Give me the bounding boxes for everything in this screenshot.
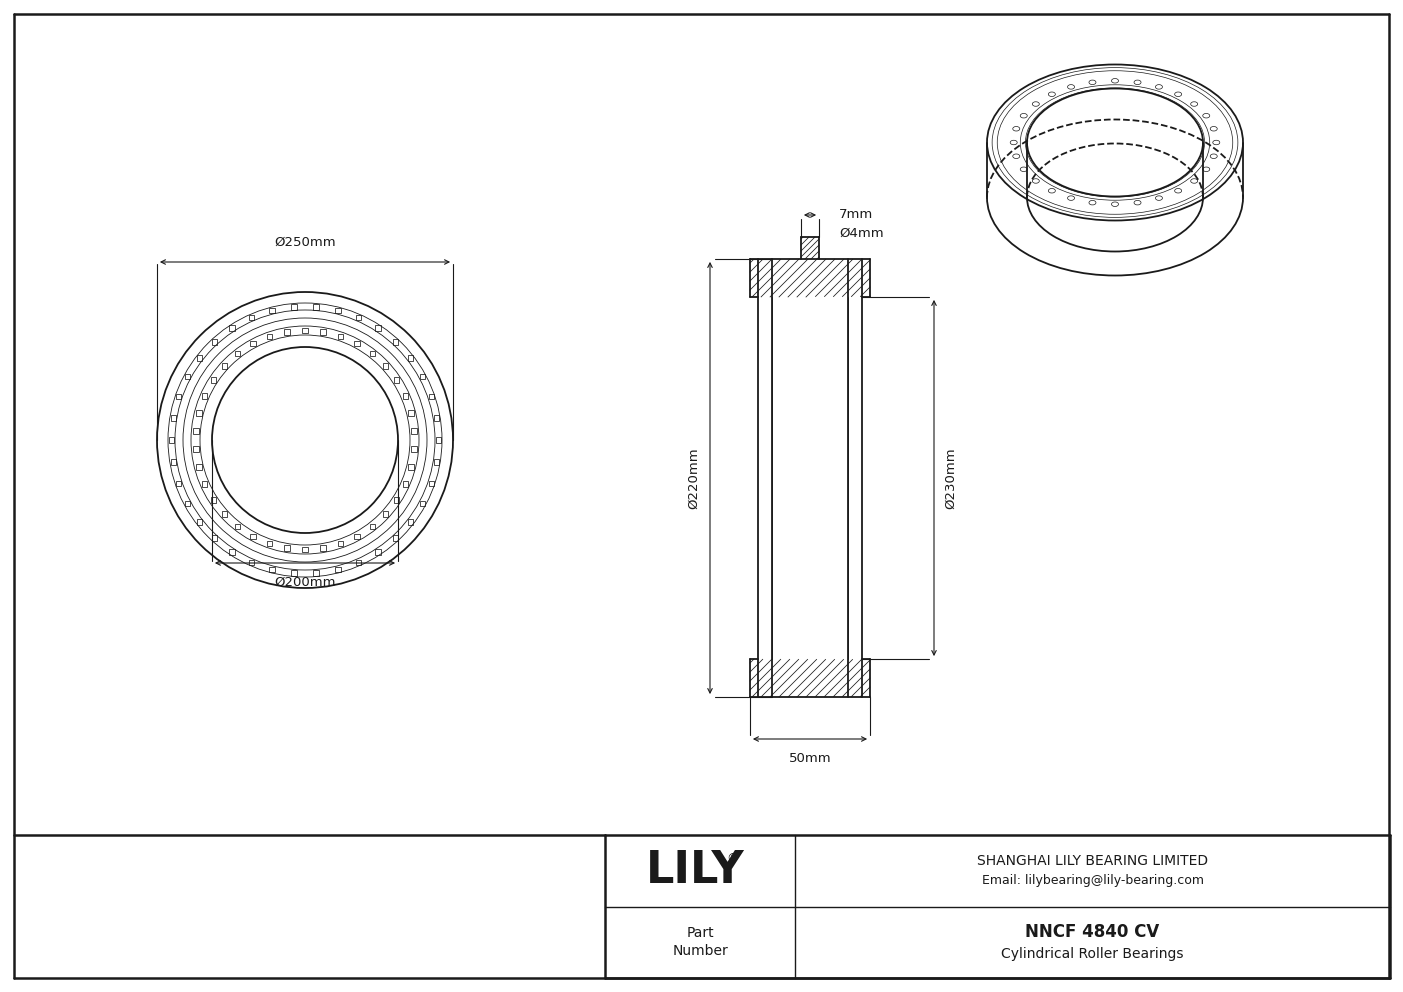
Bar (171, 416, 175, 421)
Bar (320, 546, 325, 551)
Bar (212, 536, 217, 541)
Bar (285, 546, 290, 551)
Bar (383, 512, 389, 517)
Bar (234, 524, 240, 529)
Text: Ø200mm: Ø200mm (274, 576, 335, 589)
Bar (269, 308, 275, 313)
Bar (202, 393, 208, 399)
Bar (302, 327, 307, 333)
Text: Cylindrical Roller Bearings: Cylindrical Roller Bearings (1002, 947, 1184, 961)
Bar (250, 341, 255, 346)
Bar (356, 315, 362, 320)
Bar (356, 559, 362, 565)
Bar (292, 305, 296, 310)
Bar (210, 377, 216, 383)
Bar (355, 534, 359, 539)
Bar (267, 333, 272, 339)
Bar (175, 394, 181, 400)
Text: Ø230mm: Ø230mm (944, 447, 957, 509)
Text: NNCF 4840 CV: NNCF 4840 CV (1026, 924, 1160, 941)
Bar (234, 351, 240, 356)
Bar (196, 411, 202, 416)
Bar (393, 536, 398, 541)
Text: 50mm: 50mm (788, 752, 832, 765)
Bar (267, 541, 272, 547)
Bar (222, 512, 227, 517)
Bar (436, 437, 442, 442)
Bar (250, 534, 255, 539)
Bar (313, 305, 318, 310)
Bar (313, 570, 318, 575)
Bar (355, 341, 359, 346)
Bar (419, 501, 425, 506)
Bar (375, 549, 380, 555)
Bar (171, 459, 175, 464)
Bar (194, 446, 199, 451)
Bar (403, 481, 408, 487)
Text: LILY: LILY (645, 849, 745, 892)
Bar (175, 480, 181, 486)
Bar (428, 480, 434, 486)
Bar (185, 501, 191, 506)
Bar (383, 363, 389, 369)
Bar (434, 459, 439, 464)
Bar (408, 464, 414, 469)
Text: Part
Number: Part Number (672, 927, 728, 958)
Bar (434, 416, 439, 421)
Bar (269, 566, 275, 572)
Bar (320, 329, 325, 334)
Bar (393, 339, 398, 344)
Text: Ø220mm: Ø220mm (687, 447, 700, 509)
Text: Ø250mm: Ø250mm (274, 236, 335, 249)
Bar (196, 464, 202, 469)
Bar (411, 429, 417, 434)
Bar (302, 547, 307, 553)
Text: SHANGHAI LILY BEARING LIMITED: SHANGHAI LILY BEARING LIMITED (976, 854, 1208, 868)
Bar (194, 429, 199, 434)
Bar (210, 497, 216, 503)
Bar (428, 394, 434, 400)
Bar (168, 437, 174, 442)
Text: ®: ® (725, 852, 738, 865)
Bar (335, 566, 341, 572)
Bar (248, 559, 254, 565)
Bar (375, 325, 380, 331)
Text: Email: lilybearing@lily-bearing.com: Email: lilybearing@lily-bearing.com (982, 874, 1204, 887)
Bar (338, 541, 344, 547)
Bar (419, 374, 425, 379)
Bar (196, 519, 202, 525)
Bar (285, 329, 290, 334)
Bar (222, 363, 227, 369)
Bar (408, 355, 412, 361)
Bar (338, 333, 344, 339)
Bar (408, 519, 412, 525)
Bar (196, 355, 202, 361)
Bar (369, 524, 375, 529)
Bar (369, 351, 375, 356)
Bar (202, 481, 208, 487)
Bar (229, 549, 234, 555)
Bar (408, 411, 414, 416)
Bar (394, 497, 400, 503)
Bar (394, 377, 400, 383)
Bar (411, 446, 417, 451)
Bar (229, 325, 234, 331)
Bar (185, 374, 191, 379)
Bar (212, 339, 217, 344)
Text: 7mm: 7mm (839, 207, 873, 220)
Text: Ø4mm: Ø4mm (839, 226, 884, 239)
Bar (403, 393, 408, 399)
Bar (335, 308, 341, 313)
Bar (292, 570, 296, 575)
Bar (248, 315, 254, 320)
